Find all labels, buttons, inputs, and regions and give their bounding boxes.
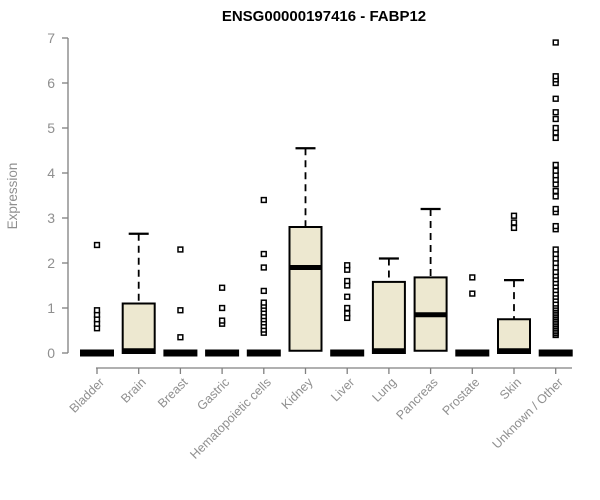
outlier-point [344,277,351,285]
outlier-point [260,196,267,204]
outlier-point [552,222,559,230]
outlier-point [552,124,559,132]
x-tick-label-brain: Brain [118,375,149,406]
y-tick-label: 7 [47,30,55,46]
outlier-point [510,219,518,226]
outlier-point [552,115,559,123]
x-tick-label-kidney: Kidney [279,375,316,412]
x-tick-label-lung: Lung [369,375,399,405]
median-line [538,349,573,357]
outlier-point [552,161,559,169]
iqr-box [121,302,156,354]
outlier-point [552,73,559,80]
outlier-point [260,250,267,258]
median-line [80,349,114,357]
boxplot-prostate [455,274,490,357]
outlier-point [552,95,559,102]
chart-title: ENSG00000197416 - FABP12 [221,8,427,25]
outlier-point [260,264,267,271]
boxplot-hematopoietic-cells [246,196,281,357]
boxplot-kidney [288,147,323,352]
boxplot-gastric [205,284,240,357]
outlier-point [93,307,101,314]
outlier-point [552,193,559,200]
outlier-point [552,187,559,195]
outlier-point [552,205,559,213]
boxplot-bladder [80,241,114,357]
outlier-point [218,304,226,312]
iqr-box [497,318,531,354]
boxplot-pancreas [413,207,448,352]
y-tick-label: 4 [47,165,55,181]
y-tick-label: 6 [47,75,55,91]
outlier-point [177,334,184,341]
outlier-point [344,304,351,312]
boxplot-skin [497,212,531,354]
median-line [205,349,240,357]
outlier-point [177,307,184,314]
boxplot-liver [330,262,365,357]
outlier-point [218,284,226,291]
outlier-point [177,246,184,253]
x-tick-label-hematopoietic-cells: Hematopoietic cells [187,375,274,462]
x-tick-label-breast: Breast [155,375,191,411]
outlier-point [552,109,559,116]
iqr-box [288,226,323,352]
boxplot-lung [371,257,406,354]
outlier-point [510,212,518,219]
y-tick-label: 2 [47,255,55,271]
outlier-point [344,293,351,300]
x-tick-label-liver: Liver [328,375,357,404]
boxplot-breast [163,246,198,357]
outlier-point [344,262,351,269]
median-line [246,349,281,357]
y-axis-title: Expression [5,162,20,230]
outlier-point [510,224,518,232]
x-tick-label-skin: Skin [497,375,524,402]
outlier-point [469,290,476,297]
x-tick-label-pancreas: Pancreas [393,375,440,422]
outlier-point [218,317,226,324]
outlier-point [552,167,559,174]
outlier-point [552,39,559,46]
median-line [330,349,365,357]
outlier-point [93,241,101,249]
x-tick-label-gastric: Gastric [194,375,232,413]
outlier-point [552,134,559,142]
boxplot-brain [121,232,156,354]
y-tick-label: 0 [47,345,55,361]
x-tick-label-prostate: Prostate [440,375,483,418]
y-tick-label: 1 [47,300,55,316]
median-line [163,349,198,357]
outlier-point [260,287,267,295]
boxplot-unknown-other [538,39,573,357]
outlier-point [260,299,267,306]
median-line [455,349,490,357]
outlier-point [552,246,559,253]
x-tick-label-bladder: Bladder [67,375,107,415]
y-tick-label: 5 [47,120,55,136]
x-tick-label-unknown-other: Unknown / Other [490,375,566,451]
outlier-point [469,274,476,281]
y-tick-label: 3 [47,210,55,226]
outlier-point [344,310,351,317]
iqr-box [371,280,406,354]
